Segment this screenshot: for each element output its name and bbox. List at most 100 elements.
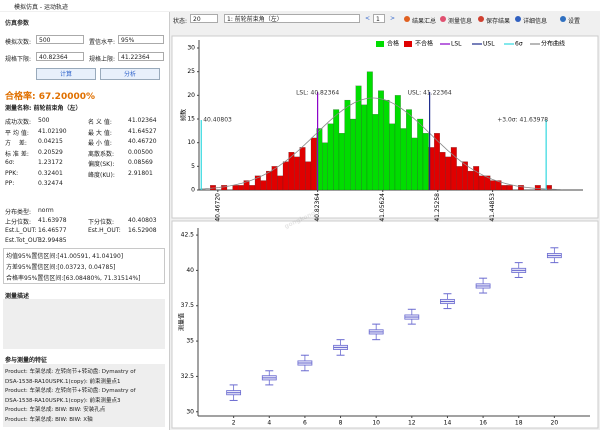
stat-label: Est.Tot_OUT: [5, 237, 42, 244]
toolbar-icon [515, 16, 521, 22]
y-axis-label: 频数 [180, 109, 188, 121]
bar [372, 114, 379, 191]
legend-label: USL [483, 41, 495, 48]
field-label: 规格上限: [89, 56, 116, 63]
stat-label: 下分位数: [88, 219, 115, 226]
bar [518, 185, 524, 191]
stat-value: 500 [38, 117, 50, 124]
bar [344, 99, 351, 191]
next-button[interactable]: > [390, 15, 396, 22]
bar [490, 180, 496, 191]
input[interactable]: 40.82364 [36, 52, 84, 61]
bar [238, 185, 244, 191]
x-tick-label: 2 [232, 420, 236, 427]
bar [417, 118, 424, 191]
select[interactable]: 1: 前轮前束角（左） [224, 14, 360, 23]
input[interactable]: 500 [36, 35, 84, 44]
stat-label: 离散系数: [88, 150, 115, 158]
x-tick-label: 6 [303, 420, 307, 427]
y-tick-label: 30 [186, 408, 194, 415]
legend-swatch [376, 41, 384, 47]
x-tick-label: 8 [339, 420, 343, 427]
bar [534, 185, 541, 191]
bar [294, 156, 300, 191]
legend-label: 6σ [515, 41, 523, 48]
stat-value: 16.46577 [38, 227, 67, 234]
prev-button[interactable]: < [365, 15, 371, 22]
bar [305, 161, 312, 191]
y-tick-label: 32.5 [181, 373, 195, 380]
bar [322, 142, 328, 191]
stat-value: 0.00500 [128, 148, 153, 156]
ci-box [3, 248, 165, 284]
legend-label: 合格 [387, 40, 399, 48]
y-tick-label: 30 [187, 45, 195, 52]
toolbar-button[interactable]: 结果汇总 [412, 18, 437, 25]
page-input[interactable]: 1 [373, 14, 385, 23]
y-tick-label: 37.5 [181, 302, 195, 309]
bar [406, 109, 412, 191]
bar [439, 152, 446, 191]
y-tick-label: 5 [191, 163, 195, 170]
legend-swatch [404, 41, 412, 47]
legend-label: LSL [451, 41, 462, 48]
toolbar-icon [560, 16, 566, 22]
stat-value: 16.52908 [128, 227, 157, 234]
toolbar-button[interactable]: 保存结果 [486, 18, 511, 25]
toolbar-button[interactable]: 设置 [568, 18, 581, 25]
input[interactable]: 41.22364 [118, 52, 164, 61]
annotation: LSL: 40.82364 [296, 90, 339, 97]
toolbar-icon [440, 16, 446, 22]
select[interactable]: 20 [190, 14, 218, 23]
feature-item: Product: 车架总成: 左转向节+转动盘: Dymastry of [5, 369, 136, 375]
y-tick-label: 20 [187, 92, 195, 99]
bar [282, 161, 289, 191]
bar [299, 147, 306, 191]
stat-label: Est.H_OUT: [88, 227, 121, 234]
toolbar-button[interactable]: 详细信息 [523, 18, 548, 25]
bar [221, 185, 228, 191]
field-label: 规格下限: [5, 56, 32, 63]
stat-label: Est.L_OUT: [5, 227, 37, 234]
bar [478, 175, 485, 191]
bar [266, 170, 272, 191]
x-tick-label: 10 [372, 420, 380, 427]
y-tick-label: 35 [186, 338, 194, 345]
stat-value: 41.63978 [38, 217, 67, 224]
bar [232, 185, 239, 191]
stat-value: 2.91801 [128, 169, 153, 177]
stat-value: 41.02190 [38, 127, 67, 135]
pass-rate: 合格率: 67.20000% [5, 92, 96, 102]
stat-label: 最 大 值: [88, 129, 112, 137]
bar [350, 118, 356, 191]
y-tick-label: 15 [187, 116, 195, 123]
stat-label: 最 小 值: [88, 140, 112, 147]
button[interactable]: 分析 [100, 68, 160, 80]
stat-value: 0.32474 [38, 180, 63, 187]
stat-label: 偏度(SK): [88, 161, 115, 168]
stat-label: 名 义 值: [88, 119, 112, 126]
stat-label: 成功次数: [5, 119, 32, 126]
x-tick-label: 41.25258 [434, 193, 441, 222]
section-title: 参与测量的特征 [5, 357, 48, 364]
legend-label: 不合格 [415, 40, 433, 48]
toolbar-button[interactable]: 测量信息 [448, 18, 473, 25]
bar [445, 156, 452, 191]
annotation: USL: 41.22364 [408, 90, 452, 97]
toolbar-icon [404, 16, 410, 22]
bar [501, 185, 508, 191]
x-tick-label: 4 [267, 420, 271, 427]
bar [327, 123, 334, 191]
stat-value: 0.32401 [38, 169, 63, 177]
bar [394, 95, 401, 191]
stat-value: 0.04215 [38, 138, 63, 145]
select[interactable]: 95% [118, 35, 164, 44]
bar [383, 99, 390, 191]
y-tick-label: 25 [187, 68, 195, 75]
bar [310, 137, 317, 191]
bar [277, 175, 284, 191]
x-tick-label: 18 [515, 420, 523, 427]
title-bar [0, 0, 600, 11]
boxplot-panel [171, 220, 599, 429]
button[interactable]: 计算 [36, 68, 96, 80]
